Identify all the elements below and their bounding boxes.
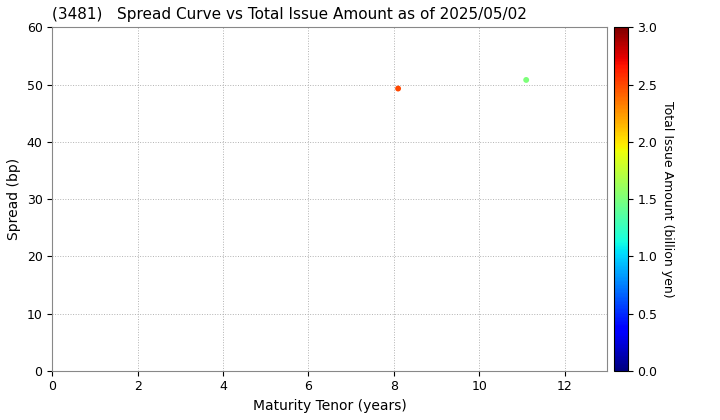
Point [521, 76, 532, 83]
X-axis label: Maturity Tenor (years): Maturity Tenor (years) [253, 399, 407, 413]
Point [392, 85, 404, 92]
Y-axis label: Spread (bp): Spread (bp) [7, 158, 21, 240]
Text: (3481)   Spread Curve vs Total Issue Amount as of 2025/05/02: (3481) Spread Curve vs Total Issue Amoun… [53, 7, 527, 22]
Y-axis label: Total Issue Amount (billion yen): Total Issue Amount (billion yen) [661, 101, 674, 297]
